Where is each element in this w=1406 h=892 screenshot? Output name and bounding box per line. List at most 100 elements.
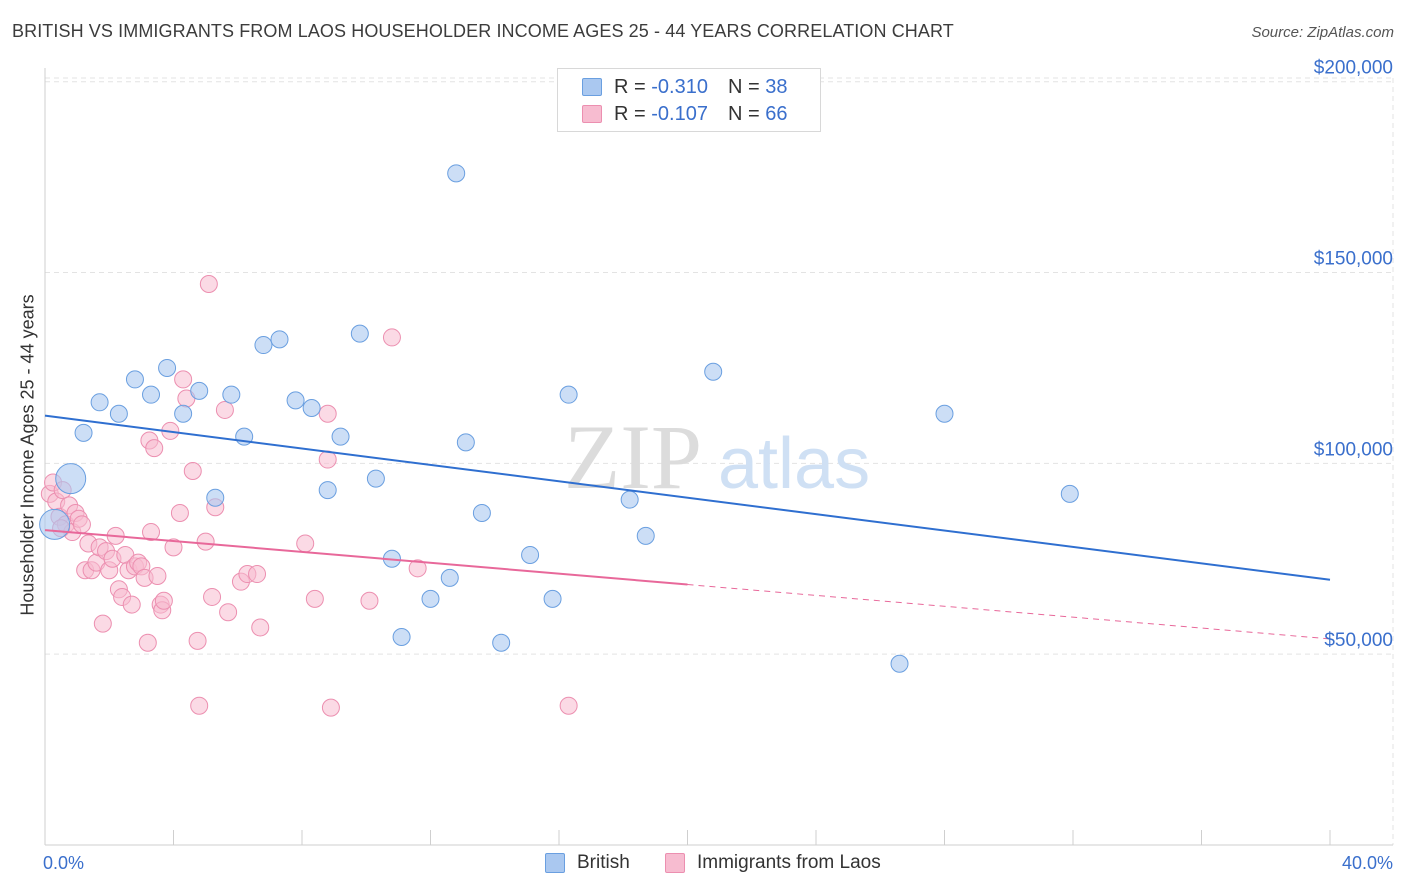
y-tick-label: $200,000 [1314,58,1393,79]
legend-r-value-british: -0.310 [651,75,708,98]
axis-layer [44,68,1393,846]
laos-point [196,532,215,551]
british-point [366,469,385,488]
laos-point [170,503,189,522]
laos-point [321,698,340,717]
laos-point [154,591,173,610]
legend-item-british[interactable]: British [545,852,630,874]
laos-point [251,618,270,637]
british-point [472,503,491,522]
watermark-atlas: atlas [718,424,870,504]
laos-point [318,404,337,423]
british-point [254,336,273,355]
source-label: Source: ZipAtlas.com [1251,24,1394,41]
x-tick-label-max: 40.0% [1341,853,1393,873]
laos-swatch [582,105,602,123]
laos-point [188,631,207,650]
laos-point [122,595,141,614]
british-point [543,589,562,608]
british-point [270,330,289,349]
laos-trend-extension [687,584,1331,640]
british-point [935,404,954,423]
laos-point [199,275,218,293]
british-point [704,362,723,381]
british-point [392,628,411,647]
laos-point [145,439,164,458]
british-point [174,404,193,423]
chart-title: BRITISH VS IMMIGRANTS FROM LAOS HOUSEHOL… [12,21,954,41]
british-point [456,433,475,452]
laos-point [408,559,427,578]
legend-r-label: R = [614,102,652,125]
laos-point [215,400,234,419]
british-point [222,385,241,404]
y-tick-label: $100,000 [1314,439,1393,460]
legend-row-british: R = -0.310 N = 38 [582,75,787,99]
laos-point [318,450,337,469]
laos-point [382,328,401,347]
laos-point [190,696,209,715]
laos-point [219,603,238,622]
british-point [74,423,93,442]
y-tick-label: $150,000 [1314,249,1393,270]
laos-point [138,633,157,652]
british-swatch [545,853,565,873]
laos-point [142,523,161,542]
y-tick-label: $50,000 [1324,630,1393,651]
legend-n-label: N = [727,75,766,98]
legend-n-value-british: 38 [765,75,788,98]
british-point [90,393,109,412]
laos-point [296,534,315,553]
legend-row-laos: R = -0.107 N = 66 [582,102,787,126]
legend-r-value-laos: -0.107 [651,102,708,125]
british-point [206,488,225,507]
laos-point [93,614,112,633]
laos-point [174,370,193,389]
laos-point [248,565,267,584]
british-point [350,324,369,343]
laos-point [360,591,379,610]
y-axis-title: Householder Income Ages 25 - 44 years [17,294,38,616]
laos-point [183,462,202,480]
british-point [55,463,87,495]
british-point [559,385,578,404]
british-point [447,164,466,183]
laos-point [148,566,167,585]
legend-item-laos[interactable]: Immigrants from Laos [665,852,881,874]
british-point [421,589,440,608]
british-point [521,545,540,564]
laos-point [72,515,91,534]
legend-label-british: British [577,852,630,873]
trend-lines [44,414,1331,640]
laos-point [164,538,183,557]
british-point [890,654,909,673]
laos-trend-line [44,529,688,586]
british-point [318,481,337,500]
legend-n-label: N = [727,102,766,125]
british-trend-line [44,414,1331,581]
laos-point [305,589,324,608]
british-point [158,358,177,377]
correlation-legend: R = -0.310 N = 38 R = -0.107 N = 66 [557,68,821,132]
british-point [302,399,321,418]
british-point [1060,484,1079,503]
british-point [636,526,655,545]
series-legend: British Immigrants from Laos [0,852,1406,878]
legend-r-label: R = [614,75,652,98]
british-point [125,370,144,389]
british-point [109,404,128,423]
x-tick-label-min: 0.0% [43,853,85,873]
laos-point [559,696,578,715]
watermark: ZIP atlas [564,406,870,508]
british-point [492,633,511,652]
laos-point [203,587,222,606]
legend-n-value-laos: 66 [765,102,788,125]
legend-label-laos: Immigrants from Laos [697,852,881,873]
british-point [286,391,305,410]
british-point [142,385,161,404]
british-point [39,508,71,540]
british-point [620,490,639,509]
british-point [440,568,459,587]
grid-layer [45,77,1395,845]
